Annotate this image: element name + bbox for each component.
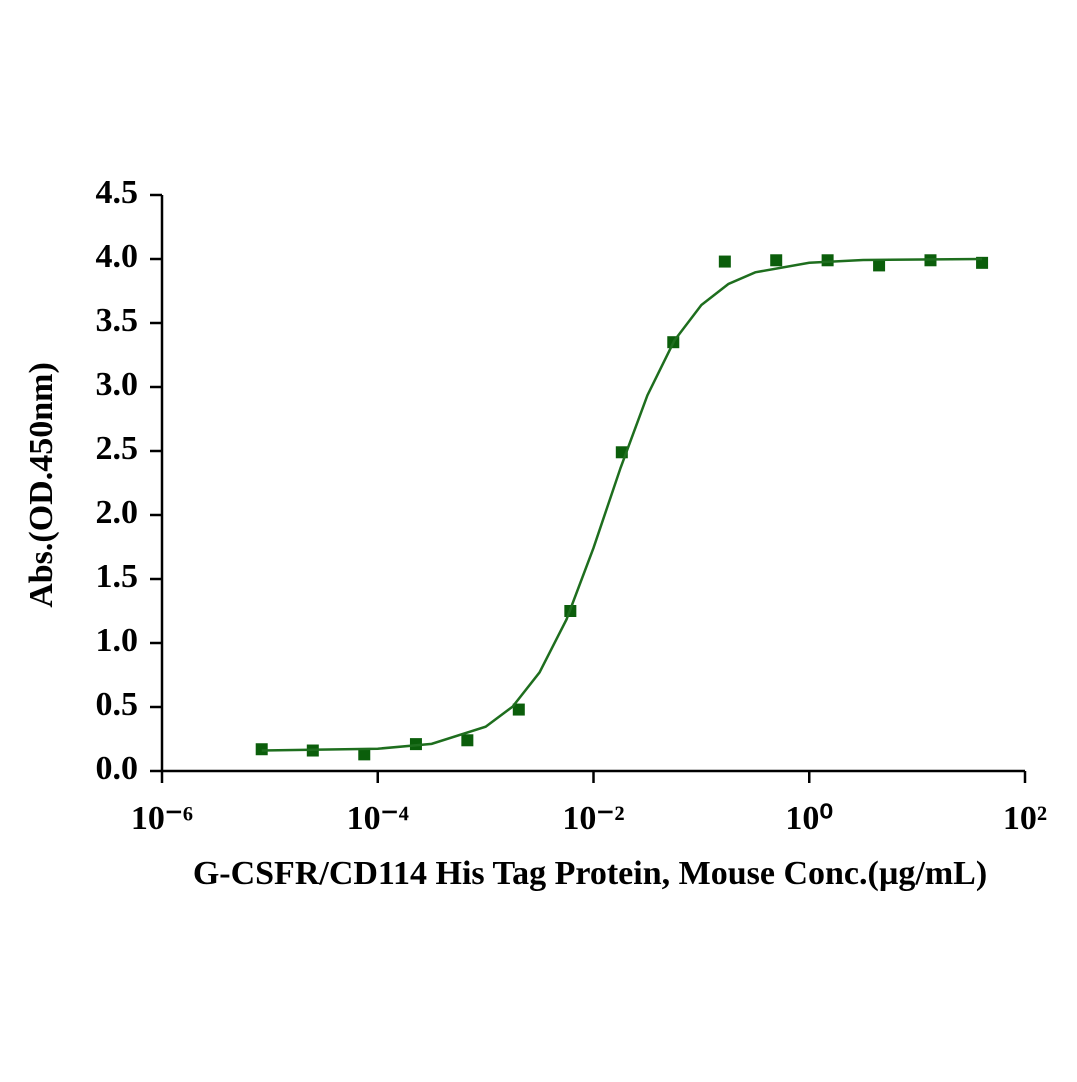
x-axis-label: G-CSFR/CD114 His Tag Protein, Mouse Conc… [193, 855, 987, 892]
y-tick-label: 2.0 [96, 494, 139, 531]
y-tick-label: 1.0 [96, 622, 139, 659]
x-tick-label: 10⁻⁴ [347, 800, 409, 837]
y-tick-label: 0.0 [96, 750, 139, 787]
y-tick-label: 4.5 [96, 174, 139, 211]
y-tick-label: 1.5 [96, 558, 139, 595]
x-tick-label: 10² [1003, 800, 1047, 837]
y-tick-label: 4.0 [96, 238, 139, 275]
data-point [461, 734, 474, 747]
data-point [358, 748, 371, 761]
y-axis-label: Abs.(OD.450nm) [23, 362, 60, 608]
y-tick-label: 3.5 [96, 302, 139, 339]
y-tick-label: 2.5 [96, 430, 139, 467]
x-tick-label: 10⁻⁶ [131, 800, 193, 837]
data-point [770, 254, 783, 267]
x-tick-label: 10⁰ [785, 800, 833, 837]
x-tick-label: 10⁻² [562, 800, 624, 837]
y-tick-label: 0.5 [96, 686, 139, 723]
data-point [873, 259, 886, 272]
data-point [255, 743, 268, 756]
y-tick-label: 3.0 [96, 366, 139, 403]
data-point [821, 254, 834, 267]
fit-curve [261, 257, 983, 752]
data-point [512, 703, 525, 716]
data-point [718, 255, 731, 268]
